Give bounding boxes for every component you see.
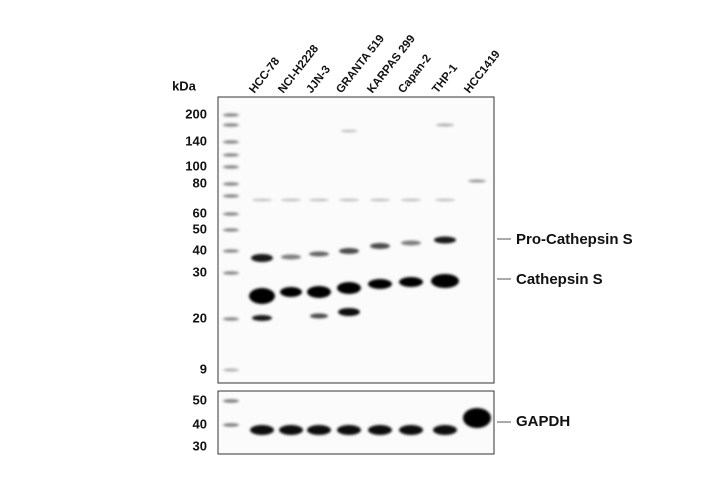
band	[368, 425, 392, 435]
band	[281, 198, 301, 202]
band	[251, 254, 273, 262]
marker-label: 140	[185, 133, 207, 148]
band	[370, 198, 390, 202]
marker-label: 60	[193, 205, 207, 220]
lane-label: JJN-3	[304, 64, 333, 96]
band	[341, 129, 357, 133]
band	[399, 425, 423, 435]
band	[309, 198, 329, 202]
band	[223, 153, 239, 157]
band	[401, 198, 421, 202]
gapdh-panel	[217, 390, 495, 455]
marker-label: 100	[185, 158, 207, 173]
band	[223, 399, 239, 403]
band	[431, 274, 459, 288]
band	[436, 123, 454, 127]
band	[250, 425, 274, 435]
band	[433, 425, 457, 435]
lane-label: HCC1419	[462, 49, 503, 96]
band	[223, 271, 239, 275]
band	[281, 254, 301, 260]
band	[309, 251, 329, 257]
band	[310, 313, 328, 319]
marker-label: 9	[200, 361, 207, 376]
band-label: GAPDH	[516, 413, 570, 430]
unit-label: kDa	[172, 78, 197, 93]
band	[223, 212, 239, 216]
marker-label: 20	[193, 310, 207, 325]
marker-label: 50	[193, 392, 207, 407]
band	[368, 279, 392, 289]
marker-label: 80	[193, 175, 207, 190]
marker-label: 200	[185, 106, 207, 121]
lane-label: THP-1	[430, 62, 460, 96]
band	[435, 198, 455, 202]
band	[370, 243, 390, 249]
band	[252, 315, 272, 321]
band	[223, 113, 239, 117]
band	[307, 425, 331, 435]
band	[249, 288, 275, 304]
band-label: Cathepsin S	[516, 271, 603, 288]
marker-label: 50	[193, 221, 207, 236]
band	[339, 198, 359, 202]
band	[223, 228, 239, 232]
band	[223, 423, 239, 427]
band	[434, 236, 456, 244]
marker-label: 30	[193, 438, 207, 453]
band	[337, 282, 361, 294]
band	[401, 240, 421, 246]
bands	[223, 113, 491, 435]
band	[223, 182, 239, 186]
band	[337, 425, 361, 435]
band	[223, 368, 239, 372]
band	[223, 123, 239, 127]
band	[280, 287, 302, 297]
band	[468, 179, 486, 183]
band-label: Pro-Cathepsin S	[516, 231, 633, 248]
band	[223, 194, 239, 198]
band	[338, 308, 360, 316]
marker-label: 40	[193, 242, 207, 257]
band	[339, 248, 359, 254]
band	[252, 198, 272, 202]
band	[463, 408, 491, 428]
band	[223, 140, 239, 144]
band	[399, 277, 423, 287]
band	[223, 165, 239, 169]
band	[307, 286, 331, 298]
marker-label: 40	[193, 416, 207, 431]
band	[223, 317, 239, 321]
band	[223, 249, 239, 253]
band	[279, 425, 303, 435]
marker-label: 30	[193, 264, 207, 279]
